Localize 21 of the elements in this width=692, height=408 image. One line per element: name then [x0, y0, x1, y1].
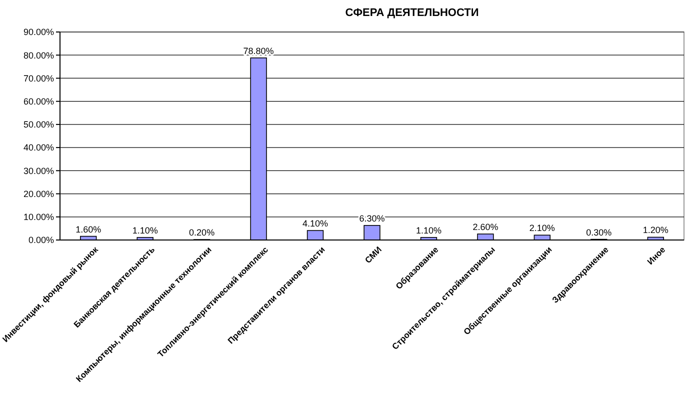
y-tick-label: 10.00%: [23, 212, 54, 222]
y-tick-label: 20.00%: [23, 188, 54, 199]
data-label: 2.10%: [529, 223, 555, 234]
data-label: 0.30%: [586, 227, 612, 238]
y-tick-label: 90.00%: [23, 27, 54, 38]
data-label: 1.10%: [132, 225, 158, 236]
data-label: 4.10%: [302, 218, 328, 229]
data-label: 78.80%: [243, 46, 274, 56]
y-tick-label: 50.00%: [23, 120, 54, 130]
y-tick-label: 0.00%: [28, 235, 54, 246]
data-label: 2.60%: [472, 222, 498, 232]
y-tick-label: 40.00%: [23, 142, 54, 153]
y-tick-label: 30.00%: [23, 166, 54, 176]
data-label: 1.10%: [416, 225, 442, 236]
data-label: 1.20%: [642, 225, 668, 236]
y-tick-label: 60.00%: [23, 96, 54, 106]
y-tick-label: 80.00%: [23, 50, 54, 60]
y-tick-label: 70.00%: [23, 73, 54, 84]
chart-title: СФЕРА ДЕЯТЕЛЬНОСТИ: [345, 7, 479, 19]
data-label: 1.60%: [76, 224, 102, 234]
data-label: 0.20%: [189, 228, 215, 238]
